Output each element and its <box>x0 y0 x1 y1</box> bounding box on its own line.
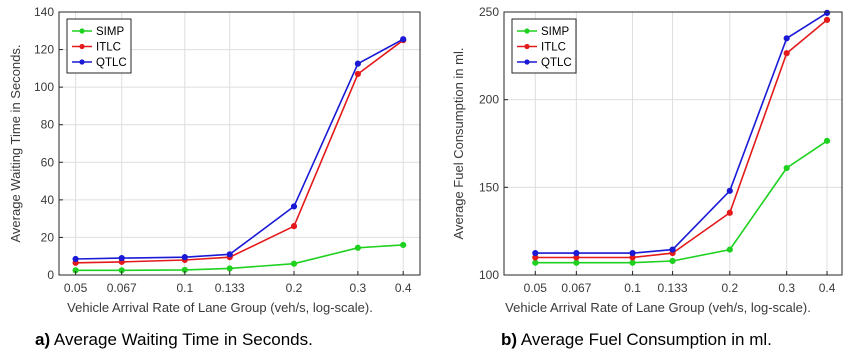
chart-b: 0.05 0.067 0.1 0.133 0.2 0.3 0.4 100 150 200 250 Av… <box>451 5 843 315</box>
chart-b-ytick-label-2: 200 <box>479 93 499 107</box>
chart-b-series-simp-point-3 <box>669 257 676 265</box>
chart-a-series-simp-point-5 <box>354 244 361 251</box>
chart-a-legend-marker-simp <box>79 28 85 34</box>
chart-a-series-simp-point-6 <box>400 241 407 249</box>
chart-a-series-simp-point-3 <box>226 265 233 272</box>
chart-b-series-qtlc-point-6 <box>823 9 831 16</box>
chart-a-xtick-label-2: 0.1 <box>176 281 193 295</box>
chart-b-xtick-label-2: 0.1 <box>624 281 641 295</box>
chart-a-series-qtlc-point-4 <box>290 203 298 210</box>
caption-a-prefix: a) <box>35 330 51 349</box>
chart-a-series-itlc-point-5 <box>354 70 361 78</box>
caption-a-text: Average Waiting Time in Seconds. <box>50 330 313 349</box>
chart-a-legend: SIMP ITLC QTLC <box>66 18 132 74</box>
chart-b-legend-marker-qtlc <box>524 59 530 65</box>
chart-b-ytick-label-1: 150 <box>479 180 499 194</box>
caption-b-prefix: b) <box>501 330 518 349</box>
chart-a-series-qtlc-point-5 <box>354 60 361 67</box>
caption-a: a) Average Waiting Time in Seconds. <box>35 330 313 350</box>
chart-a-series-itlc-point-4 <box>290 223 298 230</box>
chart-a-ytick-label-7: 140 <box>34 5 54 19</box>
chart-a-series-qtlc-point-0 <box>72 255 79 263</box>
chart-a-ytick-label-2: 40 <box>41 193 55 207</box>
chart-a-xtick-label-3: 0.133 <box>215 281 245 295</box>
chart-b-xtick-label-5: 0.3 <box>778 281 795 295</box>
chart-a-ytick-label-0: 0 <box>47 268 54 282</box>
chart-b-ytick-label-3: 250 <box>479 5 499 19</box>
chart-b-legend-marker-simp <box>524 28 530 34</box>
chart-b-series-itlc-point-6 <box>823 16 831 23</box>
chart-b-series-itlc-point-4 <box>726 209 733 216</box>
caption-b-text: Average Fuel Consumption in ml. <box>517 330 772 349</box>
chart-a-series-simp-point-4 <box>290 260 298 267</box>
chart-a-xtick-label-4: 0.2 <box>286 281 303 295</box>
chart-a-series-qtlc-point-2 <box>181 254 188 261</box>
chart-b-series-simp-point-0 <box>532 259 539 266</box>
chart-b-series-simp-point-5 <box>783 164 790 172</box>
chart-b-legend-marker-itlc <box>524 43 530 50</box>
chart-a-xtick-label-5: 0.3 <box>350 281 367 295</box>
chart-b-xtick-label-0: 0.05 <box>524 281 548 295</box>
chart-b-xtick-label-3: 0.133 <box>658 281 688 295</box>
chart-a-ytick-label-6: 120 <box>34 43 54 57</box>
chart-b-series-qtlc-point-3 <box>669 246 676 253</box>
chart-a-legend-label-itlc: ITLC <box>96 42 121 54</box>
chart-b-xtick-label-1: 0.067 <box>561 281 591 295</box>
chart-a-legend-label-qtlc: QTLC <box>96 57 127 69</box>
chart-a-ylabel: Average Waiting Time in Seconds. <box>8 45 23 243</box>
caption-b: b) Average Fuel Consumption in ml. <box>501 330 772 350</box>
chart-b-series-simp-point-2 <box>629 259 636 266</box>
chart-a-legend-label-simp: SIMP <box>96 26 124 38</box>
chart-b-xlabel: Vehicle Arrival Rate of Lane Group (veh/… <box>505 300 811 315</box>
chart-a-ytick-label-1: 20 <box>41 230 55 244</box>
chart-b-series-simp-point-1 <box>573 259 580 266</box>
chart-b-ytick-label-0: 100 <box>479 268 499 282</box>
chart-a-legend-marker-qtlc <box>79 59 85 65</box>
chart-b-series-qtlc-point-1 <box>573 249 580 257</box>
chart-b-legend: SIMP ITLC QTLC <box>511 18 577 74</box>
chart-b-xtick-label-6: 0.4 <box>819 281 836 295</box>
chart-a-series-qtlc-point-1 <box>118 254 125 262</box>
chart-a-xtick-label-1: 0.067 <box>107 281 137 295</box>
chart-a-axes-box <box>58 11 421 276</box>
chart-a-series-qtlc-point-6 <box>400 36 407 43</box>
chart-b-series-simp-point-4 <box>726 246 733 253</box>
chart-b-ylabel: Average Fuel Consumption in ml. <box>451 48 466 240</box>
chart-b-series-qtlc-point-4 <box>726 187 733 194</box>
chart-b-legend-label-simp: SIMP <box>541 26 569 38</box>
chart-b-series-qtlc-point-5 <box>783 35 790 42</box>
chart-a-xtick-label-6: 0.4 <box>395 281 412 295</box>
chart-a: 0.05 0.067 0.1 0.133 0.2 0.3 0.4 0 20 40 60 80 100 12… <box>8 5 421 315</box>
chart-a-ytick-label-5: 100 <box>34 80 54 94</box>
chart-b-legend-label-qtlc: QTLC <box>541 57 572 69</box>
chart-b-series-itlc-point-5 <box>783 50 790 57</box>
chart-a-series-qtlc-point-3 <box>226 251 233 258</box>
chart-a-xtick-label-0: 0.05 <box>64 281 88 295</box>
chart-a-ytick-label-3: 60 <box>41 155 55 169</box>
chart-b-series-qtlc-point-2 <box>629 249 636 257</box>
chart-b-series-qtlc-point-0 <box>532 249 539 257</box>
chart-b-xtick-label-4: 0.2 <box>721 281 738 295</box>
chart-a-legend-marker-itlc <box>79 43 85 50</box>
chart-a-xlabel: Vehicle Arrival Rate of Lane Group (veh/… <box>67 300 373 315</box>
chart-b-legend-label-itlc: ITLC <box>541 42 566 54</box>
chart-b-series-simp-point-6 <box>823 137 831 144</box>
chart-a-ytick-label-4: 80 <box>41 118 55 132</box>
